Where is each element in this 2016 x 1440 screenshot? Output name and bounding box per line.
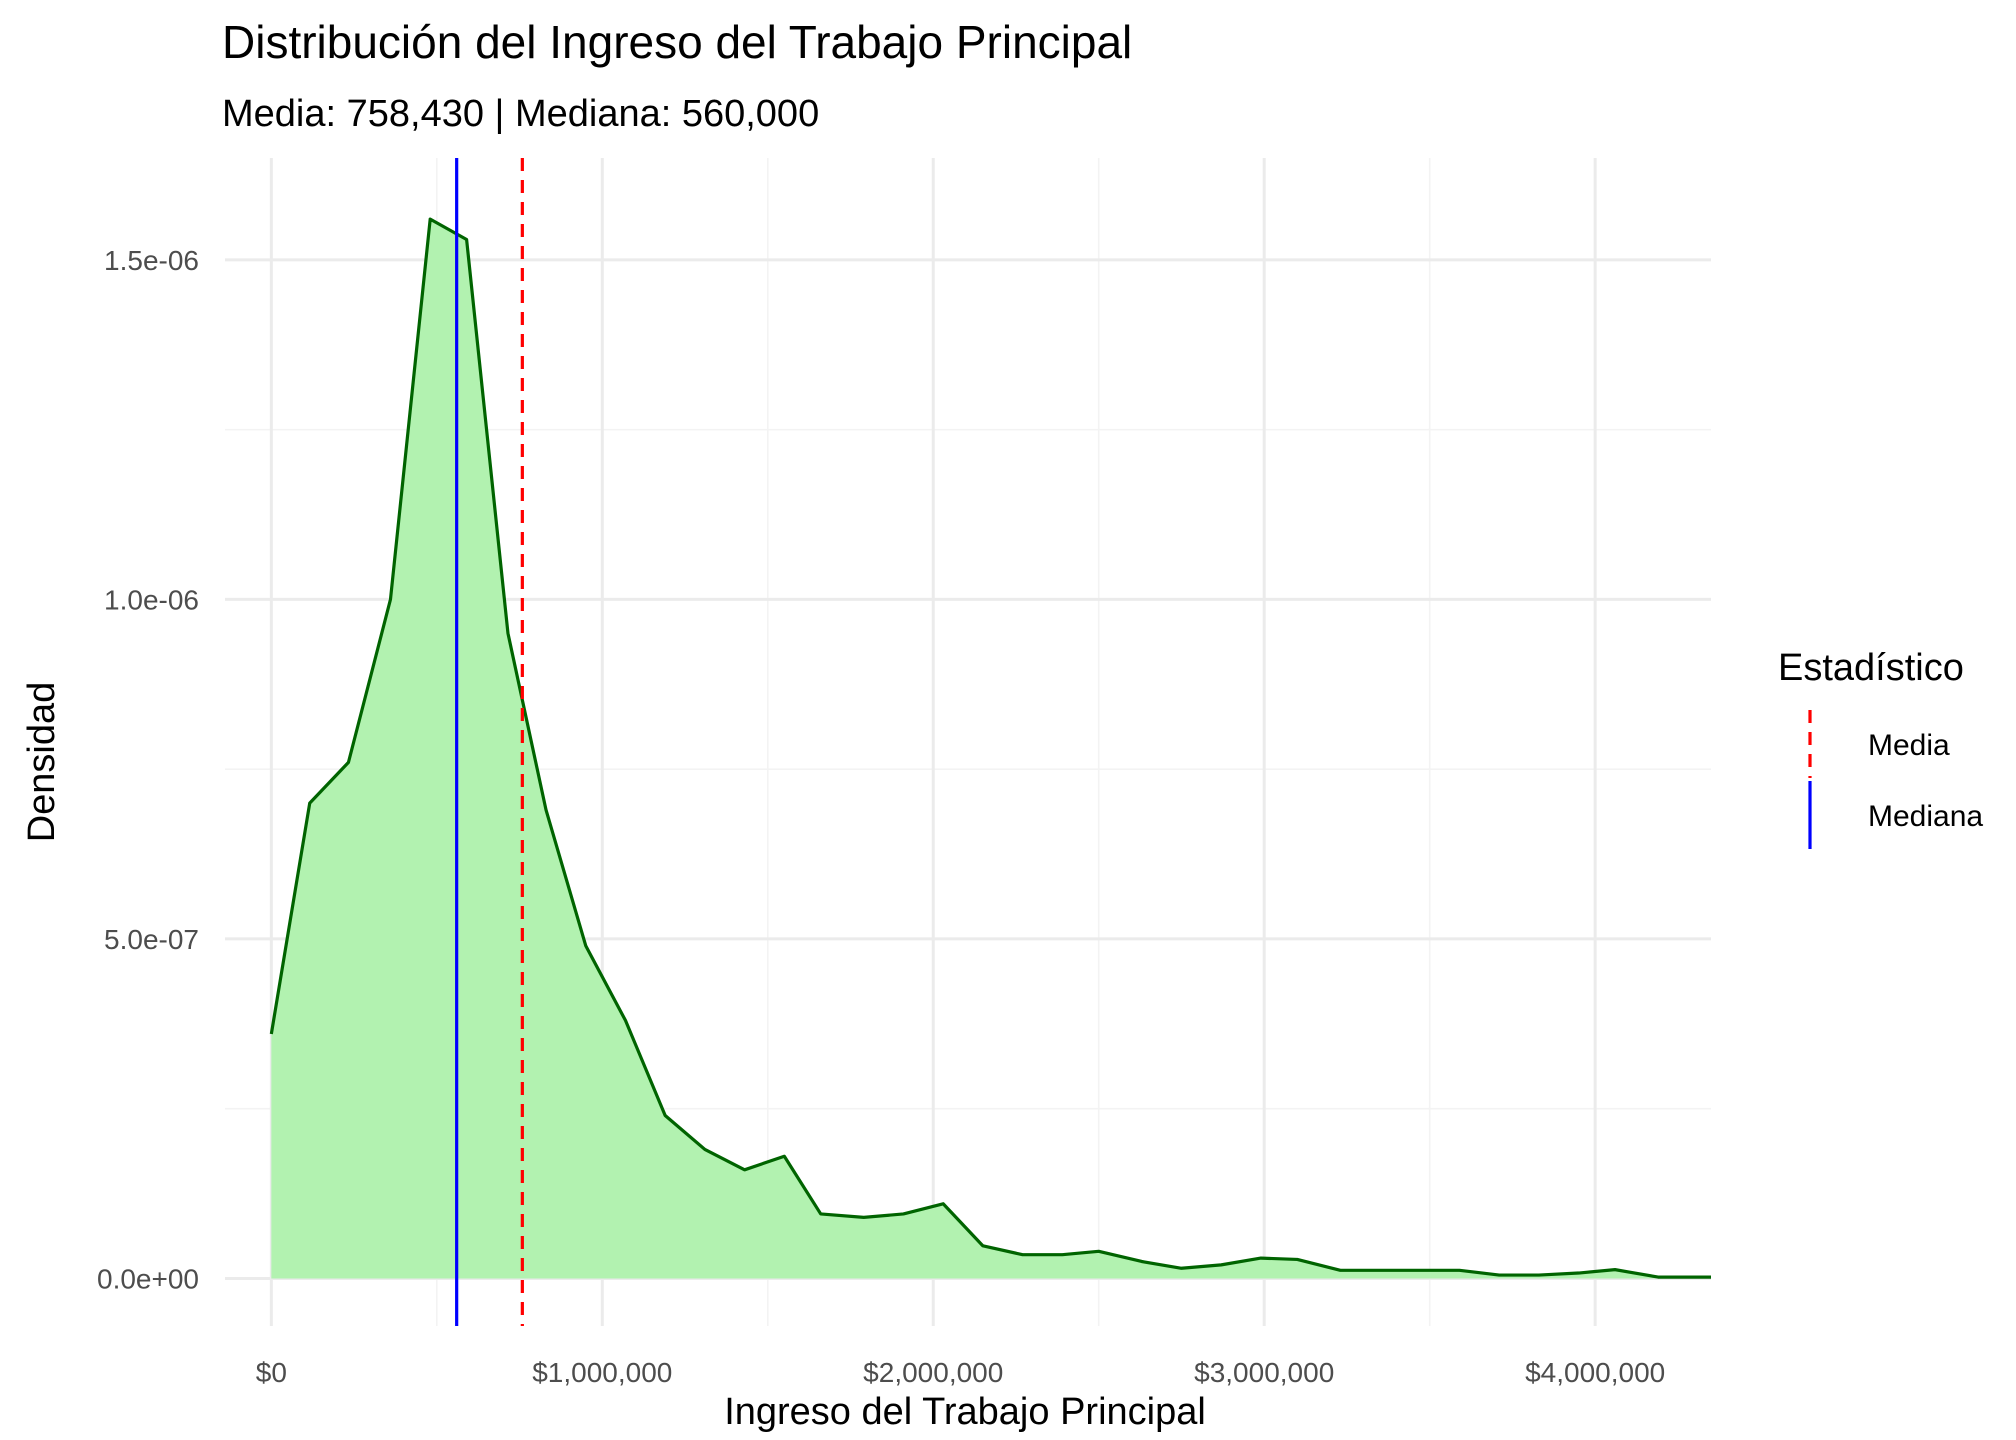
x-tick-label: $4,000,000 xyxy=(1525,1357,1665,1388)
legend-title: Estadístico xyxy=(1778,647,1964,689)
x-tick-label: $0 xyxy=(256,1357,287,1388)
x-axis-title: Ingreso del Trabajo Principal xyxy=(724,1391,1206,1433)
density-area xyxy=(269,217,1711,1279)
y-tick-label: 1.5e-06 xyxy=(104,245,199,276)
y-axis-ticks: 0.0e+00 5.0e-07 1.0e-06 1.5e-06 xyxy=(97,245,199,1295)
chart-subtitle: Media: 758,430 | Mediana: 560,000 xyxy=(222,93,819,135)
x-tick-label: $3,000,000 xyxy=(1194,1357,1334,1388)
density-line xyxy=(269,217,1711,1279)
x-tick-label: $2,000,000 xyxy=(863,1357,1003,1388)
media-legend-label: Media xyxy=(1868,729,1950,762)
x-tick-label: $1,000,000 xyxy=(532,1357,672,1388)
y-tick-label: 0.0e+00 xyxy=(97,1263,199,1294)
mediana-legend-label: Mediana xyxy=(1868,800,1983,833)
y-tick-label: 5.0e-07 xyxy=(104,924,199,955)
x-axis-ticks: $0 $1,000,000 $2,000,000 $3,000,000 $4,000,0… xyxy=(256,1357,1665,1388)
density-fill xyxy=(271,219,1711,1279)
chart-title: Distribución del Ingreso del Trabajo Pri… xyxy=(222,16,1132,68)
reference-lines xyxy=(455,158,524,1326)
y-axis-title: Densidad xyxy=(21,682,63,843)
y-tick-label: 1.0e-06 xyxy=(104,584,199,615)
legend: Estadístico Media Mediana xyxy=(1778,647,1983,849)
